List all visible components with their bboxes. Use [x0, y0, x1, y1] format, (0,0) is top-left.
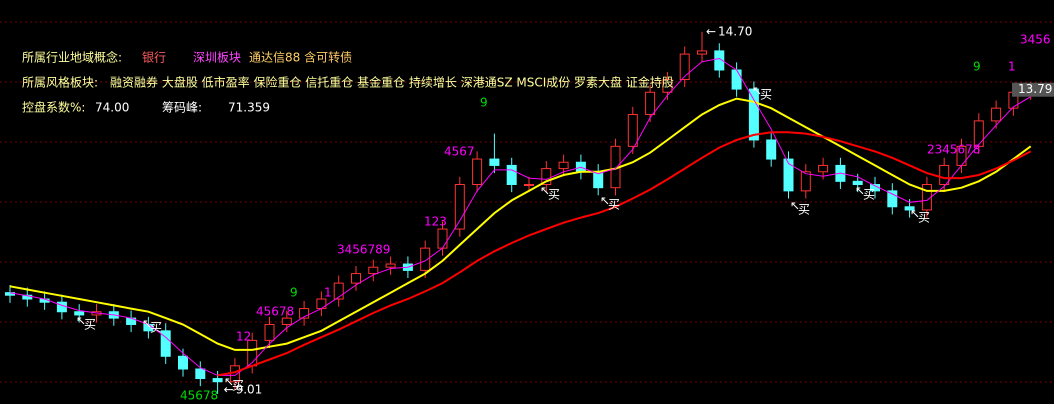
arrow: ↖	[910, 207, 920, 221]
arrow: ↖	[540, 184, 550, 198]
buy-marker: 买	[760, 88, 772, 102]
high-label: 14.70	[718, 24, 752, 38]
candle-body	[264, 323, 275, 341]
moving-average-line	[9, 97, 1032, 351]
candle-body	[748, 88, 759, 141]
count-label: 3456	[1020, 33, 1051, 47]
candle-body	[939, 164, 950, 186]
buy-marker: 买	[918, 211, 930, 225]
candle-body	[524, 184, 534, 187]
info-region: 深圳板块	[193, 51, 241, 65]
count-label: 9	[290, 286, 298, 300]
info-label: 控盘系数%:	[22, 100, 85, 115]
candle-body	[541, 168, 552, 186]
candle-body	[333, 282, 344, 300]
count-label: 3456789	[337, 243, 390, 257]
grid	[0, 21, 1054, 383]
count-label: 9	[973, 60, 981, 74]
buy-marker: 买	[548, 188, 560, 202]
arrow: ←	[706, 24, 716, 38]
candle-body	[368, 266, 379, 275]
last-price-bar	[1012, 82, 1054, 97]
info-label: 筹码峰:	[162, 101, 202, 115]
candle-body	[385, 263, 396, 268]
count-label: 45678	[256, 305, 294, 319]
candle-body	[160, 330, 171, 357]
plot: 14.70←9.01←13.79↖买 ↖买↖买↖买 ↖买↖买↖买↖买↖买456781…	[5, 24, 1054, 403]
count-label: 45678	[180, 389, 218, 403]
low-label: 9.01	[236, 382, 263, 396]
arrow: ↖	[142, 317, 152, 331]
candle-body	[472, 158, 483, 186]
candle-body	[645, 91, 656, 116]
candle-body	[887, 190, 898, 208]
arrow: ↖	[752, 84, 762, 98]
candle-body	[437, 228, 448, 249]
candle-body	[731, 69, 742, 90]
arrow: ↖	[855, 184, 865, 198]
count-label: 9	[480, 96, 488, 110]
buy-marker: 买	[863, 188, 875, 202]
candle-body	[316, 298, 327, 310]
candle-body	[558, 161, 569, 170]
count-label: 1	[1008, 60, 1016, 74]
candle-body	[818, 164, 829, 173]
count-label: 4567	[444, 145, 475, 159]
info-concepts: 通达信88 含可转债	[249, 50, 352, 65]
candle-body	[904, 206, 915, 211]
buy-marker: 买	[232, 379, 244, 393]
arrow: ↖	[790, 199, 800, 213]
candle-body	[178, 355, 188, 370]
candle-body	[697, 50, 707, 55]
count-label: 2345678	[927, 143, 980, 157]
moving-average-line	[9, 57, 1031, 376]
candle-body	[506, 164, 517, 186]
buy-marker: 买	[608, 198, 620, 212]
info-label: 所属行业地域概念:	[22, 50, 122, 65]
buy-marker: 买	[798, 203, 810, 217]
info-label: 所属风格板块:	[22, 75, 98, 90]
arrow: ↖	[224, 375, 234, 389]
info-value: 71.359	[228, 101, 270, 115]
last-label: 13.79	[1018, 82, 1052, 96]
candle-body	[991, 107, 1002, 122]
candle-body	[627, 114, 638, 147]
info-styles: 融资融券 大盘股 低市盈率 保险重仓 信托重仓 基金重仓 持续增长 深港通SZ …	[110, 75, 674, 90]
candle-body	[351, 273, 361, 284]
candle-body	[212, 378, 223, 383]
candle-body	[714, 50, 725, 71]
candle-body	[454, 184, 465, 230]
candle-body	[679, 53, 690, 81]
count-label: 1	[324, 286, 332, 300]
candle-body	[766, 139, 777, 160]
count-label: 12	[236, 330, 251, 344]
count-label: 123	[424, 215, 447, 229]
moving-average-line	[217, 131, 1032, 377]
arrow: ↖	[600, 194, 610, 208]
buy-marker: 买	[150, 321, 162, 335]
candle-body	[852, 180, 863, 186]
candle-body	[74, 311, 85, 316]
candle-body	[973, 120, 984, 147]
candle-body	[299, 308, 310, 319]
buy-marker: 买	[84, 318, 96, 332]
candle-body	[281, 317, 292, 325]
candle-body	[800, 171, 811, 192]
candle-body	[489, 158, 500, 166]
candle-body	[420, 247, 431, 271]
arrow: ↖	[76, 314, 86, 328]
candle-body	[783, 158, 794, 192]
info-industry: 银行	[142, 51, 166, 65]
info-value: 74.00	[95, 101, 129, 115]
arrow: ←	[224, 382, 234, 396]
candle-body	[195, 368, 206, 380]
candle-body	[662, 79, 673, 93]
info-panel: 所属行业地域概念: 银行 深圳板块 通达信88 含可转债 所属风格板块: 融资融…	[22, 50, 674, 115]
candle-body	[56, 301, 67, 313]
